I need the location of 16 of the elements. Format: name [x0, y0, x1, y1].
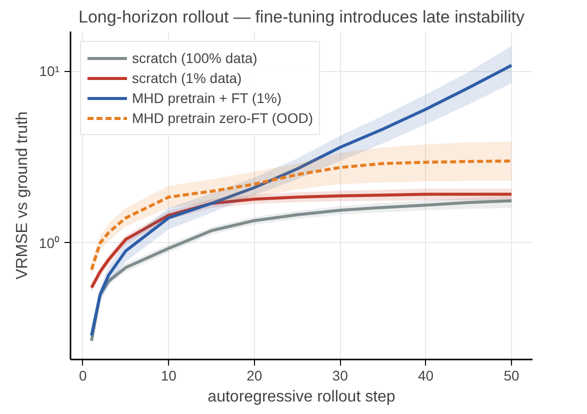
y-tick-label: 10⁰ [38, 235, 60, 251]
legend-label: scratch (100% data) [132, 50, 258, 66]
x-tick-label: 20 [246, 368, 262, 384]
chart-title: Long-horizon rollout — fine-tuning introduces late instability [78, 8, 526, 26]
legend-label: MHD pretrain zero-FT (OOD) [132, 110, 313, 126]
legend-label: scratch (1% data) [132, 70, 242, 86]
x-tick-label: 40 [418, 368, 434, 384]
x-tick-label: 50 [504, 368, 520, 384]
line-series [90, 159, 513, 272]
legend-label: MHD pretrain + FT (1%) [132, 90, 282, 106]
x-tick-label: 10 [160, 368, 177, 384]
x-tick-label: 0 [79, 368, 88, 384]
y-tick-label: 10¹ [39, 63, 60, 80]
y-axis-title: VRMSE vs ground truth [14, 111, 31, 280]
x-tick-label: 30 [332, 368, 348, 384]
x-axis-title: autoregressive rollout step [208, 388, 396, 406]
